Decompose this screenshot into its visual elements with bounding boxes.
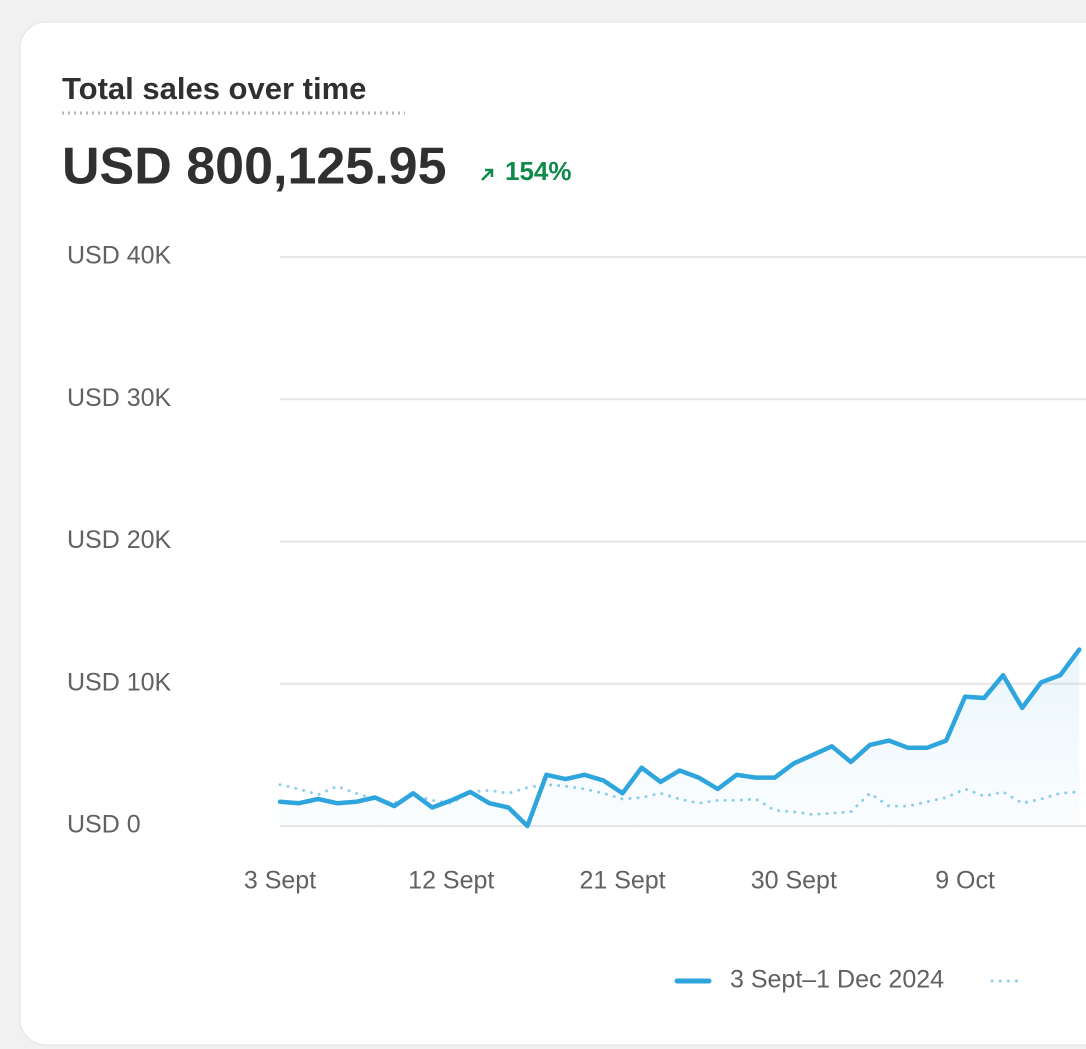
card-title[interactable]: Total sales over time [62, 71, 366, 106]
x-tick-label: 21 Sept [579, 867, 665, 895]
area [280, 649, 1080, 826]
legend-label: 3 Sept–1 Dec 2024 [730, 966, 944, 994]
x-tick-label: 3 Sept [244, 867, 316, 895]
x-tick-label: 9 Oct [935, 867, 995, 895]
series-line [277, 647, 1082, 829]
y-tick-label: USD 20K [67, 526, 172, 554]
x-tick-label: 30 Sept [751, 867, 837, 895]
y-tick-label: USD 10K [67, 668, 172, 696]
change-percent: 154% [505, 156, 572, 186]
y-tick-label: USD 30K [67, 384, 172, 412]
x-tick-label: 12 Sept [408, 867, 494, 895]
total-value: USD 800,125.95 [62, 138, 447, 196]
y-tick-label: USD 40K [67, 242, 172, 270]
y-tick-label: USD 0 [67, 811, 141, 839]
up-arrow [481, 168, 494, 181]
